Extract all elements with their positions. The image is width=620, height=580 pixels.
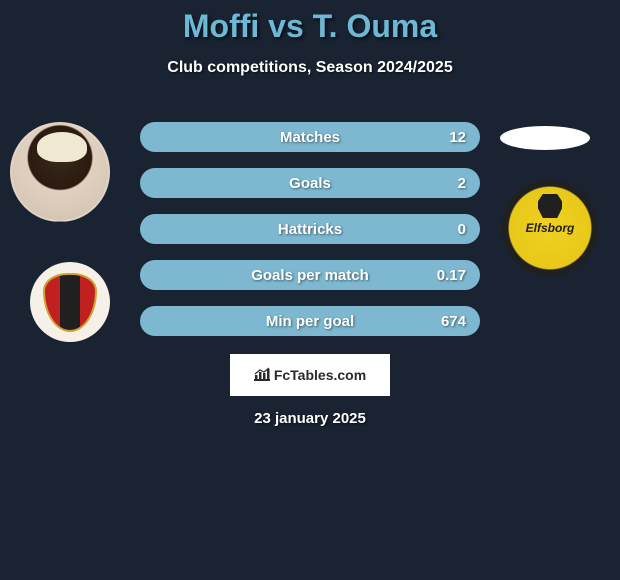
club-logo-elfsborg: Elfsborg xyxy=(502,180,598,276)
stat-row-hattricks: Hattricks 0 xyxy=(140,214,480,244)
stats-card: Moffi vs T. Ouma Club competitions, Seas… xyxy=(0,0,620,580)
stat-value: 0 xyxy=(458,221,466,238)
stat-value: 12 xyxy=(449,129,466,146)
brand-text: FcTables.com xyxy=(274,367,366,383)
stat-label: Goals per match xyxy=(251,267,369,284)
stat-value: 0.17 xyxy=(437,267,466,284)
player-avatar xyxy=(10,122,110,222)
brand-badge[interactable]: FcTables.com xyxy=(230,354,390,396)
stat-label: Goals xyxy=(289,175,331,192)
stat-row-goals: Goals 2 xyxy=(140,168,480,198)
date-label: 23 january 2025 xyxy=(0,410,620,427)
stats-list: Matches 12 Goals 2 Hattricks 0 Goals per… xyxy=(140,122,480,352)
chart-icon xyxy=(254,367,270,384)
club-logo-nice xyxy=(30,262,110,342)
club-logo-text: Elfsborg xyxy=(526,221,575,235)
stat-label: Matches xyxy=(280,129,340,146)
page-subtitle: Club competitions, Season 2024/2025 xyxy=(0,59,620,77)
page-title: Moffi vs T. Ouma xyxy=(0,0,620,45)
stat-label: Min per goal xyxy=(266,313,354,330)
stat-row-mpg: Min per goal 674 xyxy=(140,306,480,336)
stat-row-matches: Matches 12 xyxy=(140,122,480,152)
stat-row-gpm: Goals per match 0.17 xyxy=(140,260,480,290)
stat-label: Hattricks xyxy=(278,221,342,238)
stat-value: 2 xyxy=(458,175,466,192)
opponent-placeholder-icon xyxy=(500,126,590,150)
stat-value: 674 xyxy=(441,313,466,330)
